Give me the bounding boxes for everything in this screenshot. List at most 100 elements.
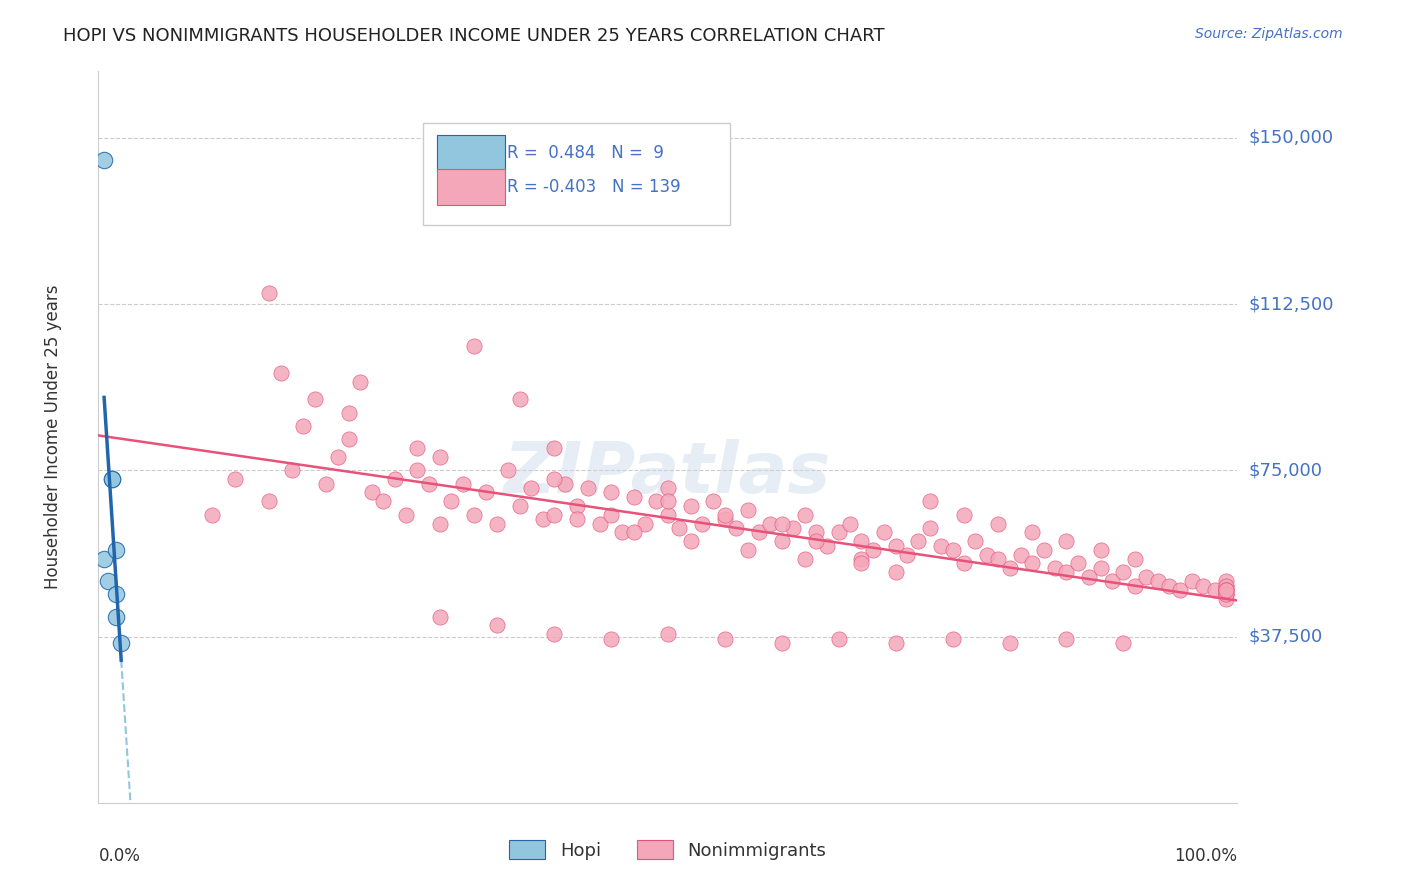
Point bbox=[1078, 570, 1101, 584]
Point bbox=[1112, 566, 1135, 580]
Point bbox=[953, 557, 976, 571]
Point bbox=[531, 512, 554, 526]
Point bbox=[543, 627, 565, 641]
Point bbox=[851, 557, 873, 571]
Point bbox=[1010, 548, 1032, 562]
Point bbox=[770, 636, 793, 650]
Point bbox=[498, 463, 520, 477]
Point bbox=[987, 552, 1010, 566]
Point bbox=[101, 472, 124, 486]
Point bbox=[509, 499, 531, 513]
Point bbox=[942, 543, 965, 558]
Point bbox=[623, 525, 645, 540]
Point bbox=[474, 485, 496, 500]
Point bbox=[600, 508, 623, 522]
Point bbox=[987, 516, 1010, 531]
Point bbox=[429, 450, 451, 464]
Point bbox=[600, 485, 623, 500]
Point bbox=[1090, 543, 1112, 558]
Point bbox=[1032, 543, 1054, 558]
Point bbox=[1215, 587, 1237, 601]
Point bbox=[565, 499, 588, 513]
Point bbox=[770, 516, 793, 531]
Point bbox=[315, 476, 337, 491]
Point bbox=[93, 153, 115, 167]
Point bbox=[1101, 574, 1123, 589]
Point bbox=[1157, 578, 1180, 592]
Point bbox=[1054, 534, 1078, 549]
Point bbox=[929, 539, 952, 553]
Point bbox=[657, 508, 679, 522]
Point bbox=[337, 406, 360, 420]
Point bbox=[1123, 552, 1146, 566]
Point bbox=[1215, 578, 1237, 592]
Point bbox=[101, 472, 124, 486]
Point bbox=[737, 503, 759, 517]
Point bbox=[1170, 582, 1192, 597]
Text: Source: ZipAtlas.com: Source: ZipAtlas.com bbox=[1195, 27, 1343, 41]
Point bbox=[1215, 582, 1237, 597]
Point bbox=[737, 543, 759, 558]
Point bbox=[543, 441, 565, 455]
Point bbox=[418, 476, 440, 491]
Point bbox=[884, 539, 907, 553]
Point bbox=[201, 508, 224, 522]
Point bbox=[759, 516, 782, 531]
Text: $37,500: $37,500 bbox=[1249, 628, 1323, 646]
Point bbox=[486, 516, 509, 531]
Point bbox=[862, 543, 884, 558]
Point bbox=[793, 552, 815, 566]
FancyBboxPatch shape bbox=[437, 135, 505, 171]
Point bbox=[1067, 557, 1090, 571]
Point bbox=[1090, 561, 1112, 575]
Point bbox=[748, 525, 770, 540]
Point bbox=[804, 534, 827, 549]
Point bbox=[873, 525, 896, 540]
Point bbox=[543, 508, 565, 522]
Point bbox=[804, 525, 827, 540]
Point bbox=[1215, 578, 1237, 592]
Point bbox=[1123, 578, 1146, 592]
Point bbox=[782, 521, 804, 535]
Point bbox=[815, 539, 838, 553]
Point bbox=[1215, 582, 1237, 597]
FancyBboxPatch shape bbox=[437, 169, 505, 205]
Point bbox=[565, 512, 588, 526]
Point bbox=[1215, 587, 1237, 601]
Point bbox=[326, 450, 349, 464]
Point bbox=[1043, 561, 1066, 575]
Point bbox=[429, 609, 451, 624]
Point bbox=[679, 499, 702, 513]
Point bbox=[884, 566, 907, 580]
Point bbox=[1021, 525, 1043, 540]
Point bbox=[406, 441, 429, 455]
Point bbox=[543, 472, 565, 486]
Text: HOPI VS NONIMMIGRANTS HOUSEHOLDER INCOME UNDER 25 YEARS CORRELATION CHART: HOPI VS NONIMMIGRANTS HOUSEHOLDER INCOME… bbox=[63, 27, 884, 45]
Point bbox=[463, 339, 485, 353]
FancyBboxPatch shape bbox=[423, 122, 731, 225]
Point bbox=[976, 548, 998, 562]
Point bbox=[1146, 574, 1168, 589]
Text: R = -0.403   N = 139: R = -0.403 N = 139 bbox=[508, 178, 681, 196]
Point bbox=[884, 636, 907, 650]
Point bbox=[998, 561, 1021, 575]
Point bbox=[224, 472, 246, 486]
Point bbox=[1215, 582, 1237, 597]
Text: 100.0%: 100.0% bbox=[1174, 847, 1237, 864]
Point bbox=[463, 508, 485, 522]
Text: $75,000: $75,000 bbox=[1249, 461, 1323, 479]
Point bbox=[110, 636, 132, 650]
Point bbox=[259, 285, 281, 300]
Point bbox=[1215, 574, 1237, 589]
Point bbox=[93, 552, 115, 566]
Point bbox=[725, 521, 748, 535]
Point bbox=[1204, 582, 1226, 597]
Point bbox=[1215, 582, 1237, 597]
Point bbox=[851, 552, 873, 566]
Point bbox=[371, 494, 394, 508]
Point bbox=[600, 632, 623, 646]
Point bbox=[384, 472, 406, 486]
Point bbox=[918, 494, 941, 508]
Point bbox=[451, 476, 474, 491]
Point bbox=[429, 516, 451, 531]
